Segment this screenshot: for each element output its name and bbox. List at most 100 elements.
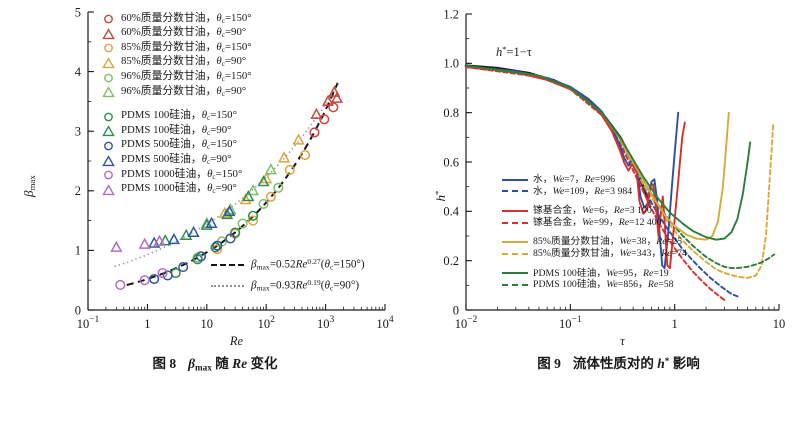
triangle-marker-icon: [102, 125, 115, 137]
fig8-legend-item: 85%质量分数甘油，θc=90°: [102, 55, 252, 71]
beta-subscript: max: [195, 362, 212, 373]
x-tick-label: 103: [317, 315, 335, 331]
fig9-y-axis-label: h*: [433, 161, 449, 231]
scatter-point-triangle: [242, 189, 255, 202]
scatter-point-triangle: [159, 234, 172, 246]
scatter-point-triangle: [138, 237, 151, 249]
dashed-line-sample: [502, 252, 528, 255]
fig9-legend-label: 水，We=7，Re=996: [533, 174, 616, 185]
x-tick-label: 102: [258, 315, 276, 331]
fig8-legend-label: 60%质量分数甘油，θc=90°: [121, 26, 247, 40]
scatter-point-circle: [237, 218, 248, 229]
circle-marker-icon: [104, 44, 113, 53]
scatter-point-triangle: [257, 175, 270, 187]
y-tick-label: 0.8: [443, 106, 459, 120]
solid-line-sample: [502, 241, 528, 244]
figure-8: 10−1 1 10 102 103 104 0 1 2 3 4 5 Re βmax 60%质量分数甘油，…: [21, 5, 394, 373]
scatter-point-circle: [247, 210, 259, 221]
figure-9: 10−2 10−1 1 10 0 0.2 0.4 0.6 0.8 1.0 1.2 τ h* h*=1−…: [430, 0, 807, 432]
fig9-legend-label: 85%质量分数甘油，We=38，Re=25: [533, 236, 682, 248]
scatter-point-circle: [299, 149, 311, 161]
scatter-point-circle: [195, 251, 207, 262]
triangle-marker-icon: [102, 184, 115, 195]
fit-line-dotted: [114, 81, 340, 268]
annotation-equation: =1−τ: [506, 44, 532, 59]
fig8-plot: 10−1 1 10 102 103 104 0 1 2 3 4 5 Re: [75, 5, 394, 348]
curve-水: [465, 65, 680, 270]
x-tick-label: 1: [144, 317, 150, 331]
scatter-point-triangle: [322, 94, 335, 106]
circle-marker-icon: [104, 73, 113, 83]
h-symbol: h: [433, 194, 448, 202]
scatter-point-circle: [210, 242, 221, 253]
x-tick-label: 10−1: [559, 315, 582, 331]
dashed-line-sample: [502, 221, 528, 224]
fig8-legend-item: PDMS 500硅油，θc=150°: [102, 138, 252, 154]
fig8-legend-label: 85%质量分数甘油，θc=150°: [121, 40, 252, 54]
fig9-caption-number: 图 9: [537, 356, 561, 371]
y-tick-label: 3: [75, 125, 81, 139]
fig9-legend-label: 水，We=109，Re=3 984: [533, 185, 633, 197]
h-superscript: *: [502, 44, 507, 54]
fig9-legend-label: PDMS 100硅油，We=856，Re=58: [533, 279, 674, 291]
y-tick-label: 1: [75, 244, 81, 258]
fig8-legend: 60%质量分数甘油，θc=150° 60%质量分数甘油，θc=90° 85%质量分数…: [102, 12, 252, 197]
x-tick-label: 10−1: [77, 315, 100, 331]
fig9-legend-label: 镓基合金，We=6，Re=3 100: [533, 205, 652, 217]
dashed-line-sample: [502, 190, 528, 193]
fig9-caption: 图 9 流体性质对的 h* 影响: [430, 352, 807, 372]
fig8-fit-legend: βmax=0.52Re0.27(θc=150°) βmax=0.93Re0.19(…: [211, 254, 365, 296]
circle-marker-icon: [104, 170, 113, 180]
fig8-legend-item: PDMS 500硅油，θc=90°: [102, 153, 252, 168]
fig8-legend-label: PDMS 1000硅油，θc=150°: [121, 167, 243, 181]
fig9-caption-tail: 影响: [672, 356, 700, 371]
fig9-legend-label: PDMS 100硅油，We=95，Re=19: [533, 267, 669, 279]
scatter-point-triangle: [292, 133, 305, 145]
fig8-legend-item: PDMS 100硅油，θc=150°: [102, 109, 252, 125]
y-tick-label: 0: [453, 303, 459, 317]
re-symbol: Re: [232, 356, 248, 371]
fig8-fit-legend-item: βmax=0.93Re0.19(θc=90°): [211, 275, 365, 296]
scatter-point-circle: [157, 267, 168, 279]
scatter-point-circle: [162, 270, 173, 281]
scatter-point-triangle: [246, 184, 260, 196]
solid-line-sample: [502, 178, 528, 181]
fig8-legend-item: 85%质量分数甘油，θc=150°: [102, 41, 252, 56]
fig8-caption-mid: 随: [215, 356, 229, 371]
scatter-point-triangle: [200, 218, 213, 230]
x-tick-label: 10: [773, 317, 786, 331]
fig8-legend-label: PDMS 500硅油，θc=150°: [121, 138, 237, 152]
scatter-point-circle: [225, 233, 236, 244]
fig9-legend-item: PDMS 100硅油，We=856，Re=58: [502, 279, 687, 291]
scatter-point-circle: [328, 102, 339, 113]
y-tick-label: 0: [75, 303, 81, 317]
y-tick-label: 0.2: [443, 254, 459, 268]
fig9-legend-item: 镓基合金，We=6，Re=3 100: [502, 205, 687, 217]
fig9-legend-label: 镓基合金，We=99，Re=12 400: [533, 216, 662, 228]
y-tick-label: 2: [75, 184, 81, 198]
fig8-legend-label: 96%质量分数甘油，θc=150°: [121, 69, 252, 83]
scatter-point-circle: [212, 244, 223, 255]
circle-marker-icon: [104, 14, 113, 24]
curve-PDMS 100硅油: [465, 64, 752, 241]
y-tick-label: 4: [75, 65, 82, 79]
beta-symbol: β: [188, 356, 196, 371]
y-tick-label: 1.2: [443, 7, 459, 21]
fig8-legend-label: PDMS 500硅油，θc=90°: [121, 152, 232, 166]
scatter-point-triangle: [310, 107, 323, 119]
fig9-annotation: h*=1−τ: [496, 44, 532, 60]
x-axis-label: Re: [229, 334, 244, 348]
fig9-plot: 10−2 10−1 1 10 0 0.2 0.4 0.6 0.8 1.0 1.2 τ: [443, 7, 786, 348]
dotted-line-sample: [211, 284, 244, 287]
fig8-legend-item: 96%质量分数甘油，θc=90°: [102, 85, 252, 100]
fig8-legend-item: PDMS 1000硅油，θc=90°: [102, 182, 252, 198]
fig8-legend-label: PDMS 100硅油，θc=90°: [121, 123, 232, 137]
scatter-point-circle: [319, 114, 330, 125]
fig9-caption-pre: 流体性质对的: [572, 356, 654, 371]
scatter-point-triangle: [180, 228, 193, 240]
y-tick-label: 0.4: [443, 205, 459, 219]
scatter-point-triangle: [153, 234, 166, 246]
fig9-legend-item: PDMS 100硅油，We=95，Re=19: [502, 268, 687, 280]
scatter-point-circle: [139, 275, 150, 286]
